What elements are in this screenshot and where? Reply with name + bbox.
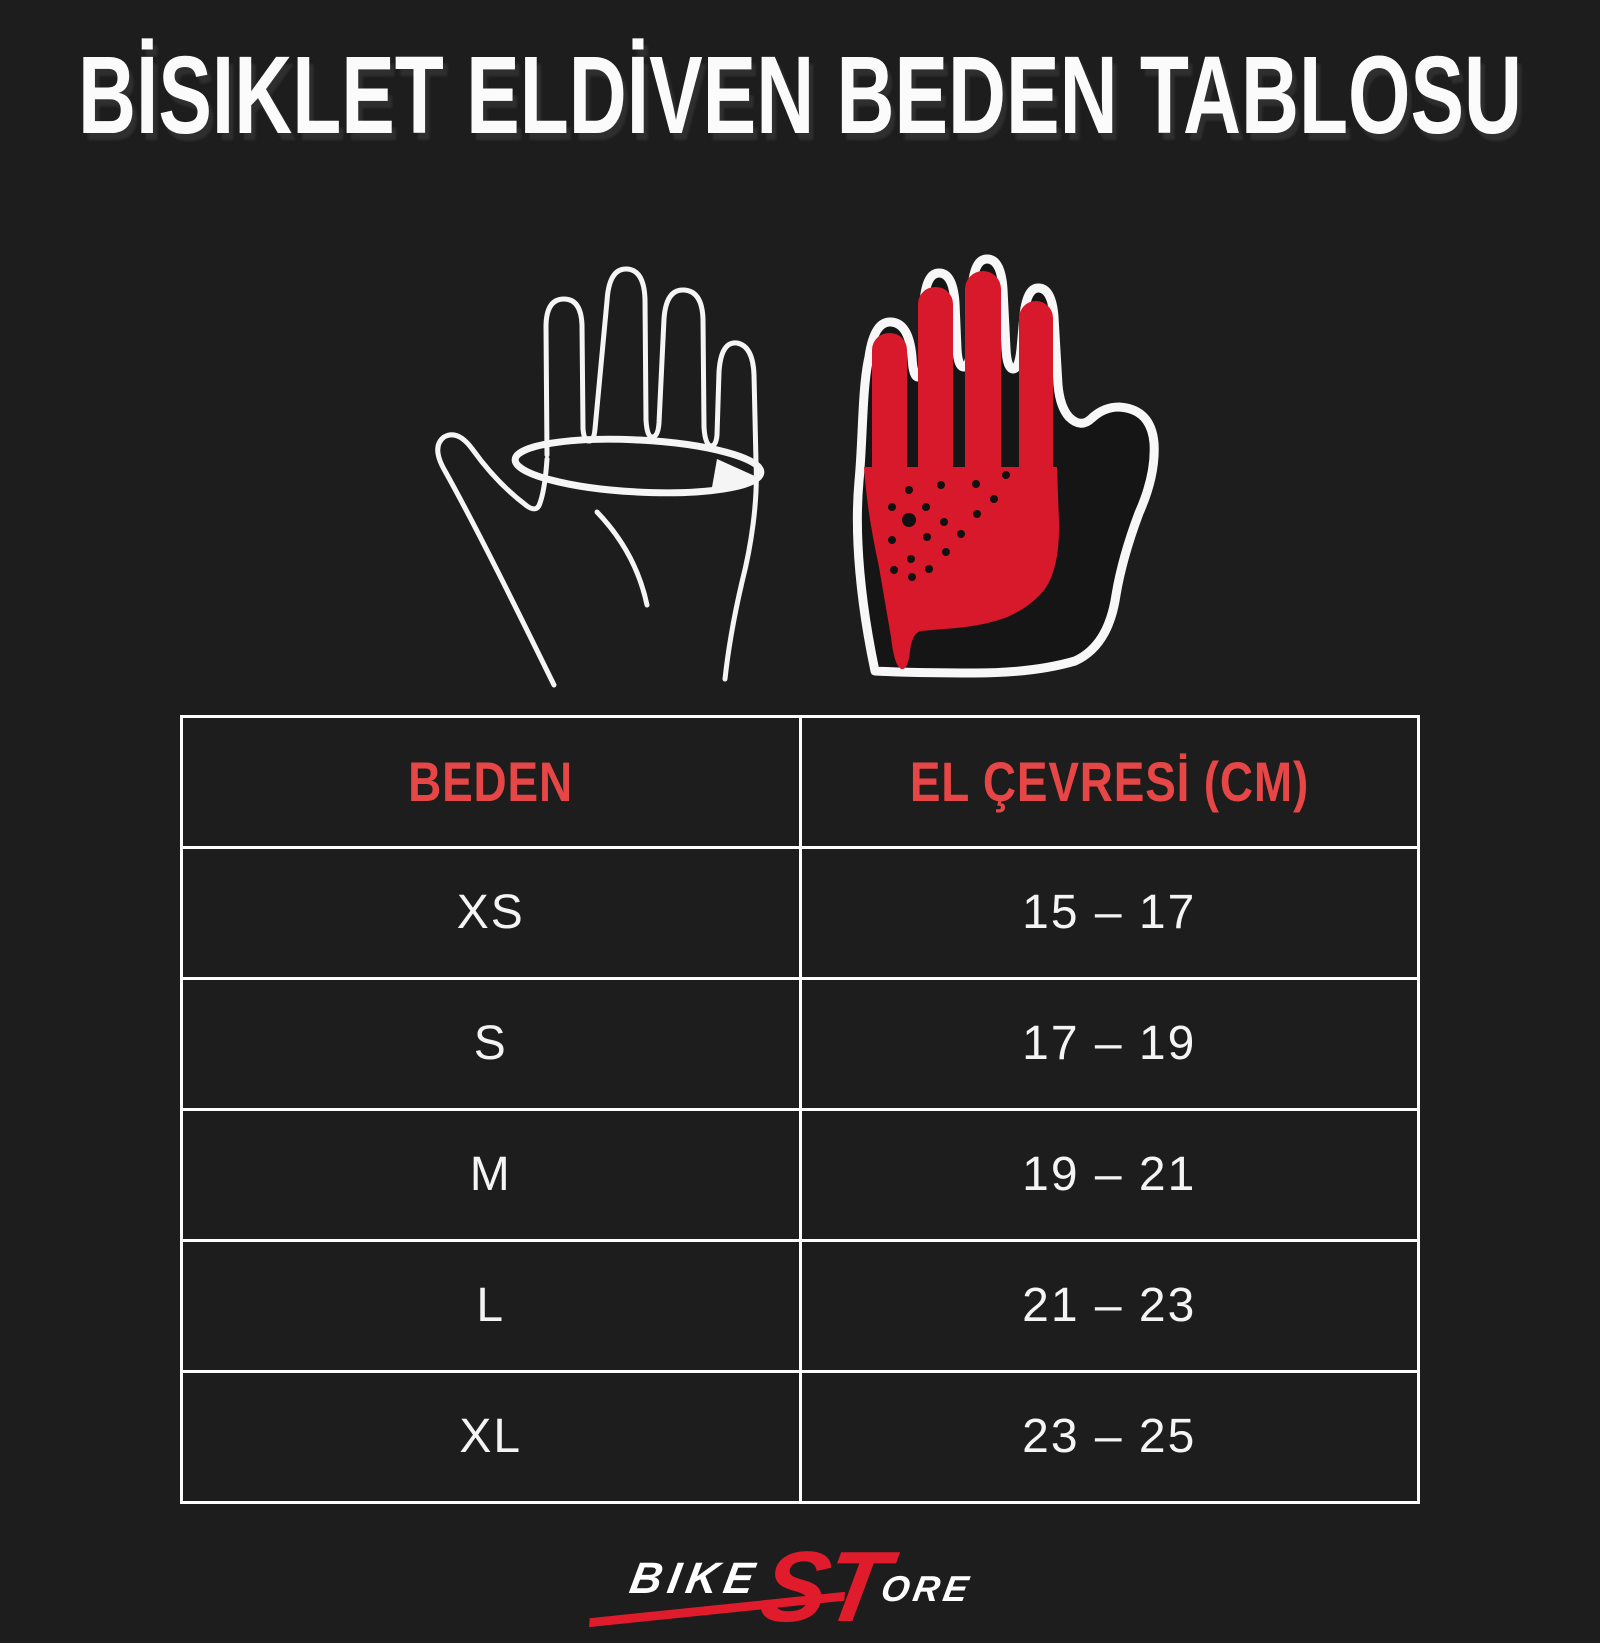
size-chart-poster: BİSIKLET ELDİVEN BEDEN TABLOSU bbox=[78, 34, 1523, 1643]
bikestore-logo: BIKE ST ORE bbox=[588, 1530, 979, 1643]
circumference-cell: 23 – 25 bbox=[798, 1369, 1420, 1504]
header-size-label: BEDEN bbox=[408, 750, 574, 814]
size-cell: XS bbox=[180, 845, 802, 980]
hand-measure-icon bbox=[435, 266, 765, 688]
glove-icon bbox=[852, 254, 1159, 678]
page-title: BİSIKLET ELDİVEN BEDEN TABLOSU bbox=[78, 34, 1523, 157]
glove-size-table: BEDEN EL ÇEVRESİ (CM) XS 15 – 17 S 17 – … bbox=[180, 714, 1420, 1504]
logo-ore-text: ORE bbox=[877, 1567, 975, 1609]
table-row: XS 15 – 17 bbox=[180, 845, 1420, 980]
logo-bike-text: BIKE bbox=[625, 1553, 764, 1603]
logo-st-text: ST bbox=[751, 1530, 894, 1643]
circumference-cell: 15 – 17 bbox=[798, 845, 1420, 980]
table-header-row: BEDEN EL ÇEVRESİ (CM) bbox=[180, 714, 1420, 849]
header-circumference-label: EL ÇEVRESİ (CM) bbox=[909, 750, 1309, 814]
circumference-cell: 21 – 23 bbox=[798, 1238, 1420, 1373]
table-row: M 19 – 21 bbox=[180, 1107, 1420, 1242]
size-cell: XL bbox=[180, 1369, 802, 1504]
circumference-cell: 19 – 21 bbox=[798, 1107, 1420, 1242]
table-row: XL 23 – 25 bbox=[180, 1369, 1420, 1504]
table-row: L 21 – 23 bbox=[180, 1238, 1420, 1373]
table-row: S 17 – 19 bbox=[180, 976, 1420, 1111]
hand-illustrations bbox=[401, 237, 1199, 697]
size-cell: M bbox=[180, 1107, 802, 1242]
header-size: BEDEN bbox=[180, 714, 802, 849]
header-circumference: EL ÇEVRESİ (CM) bbox=[798, 714, 1420, 849]
size-cell: L bbox=[180, 1238, 802, 1373]
size-cell: S bbox=[180, 976, 802, 1111]
circumference-cell: 17 – 19 bbox=[798, 976, 1420, 1111]
